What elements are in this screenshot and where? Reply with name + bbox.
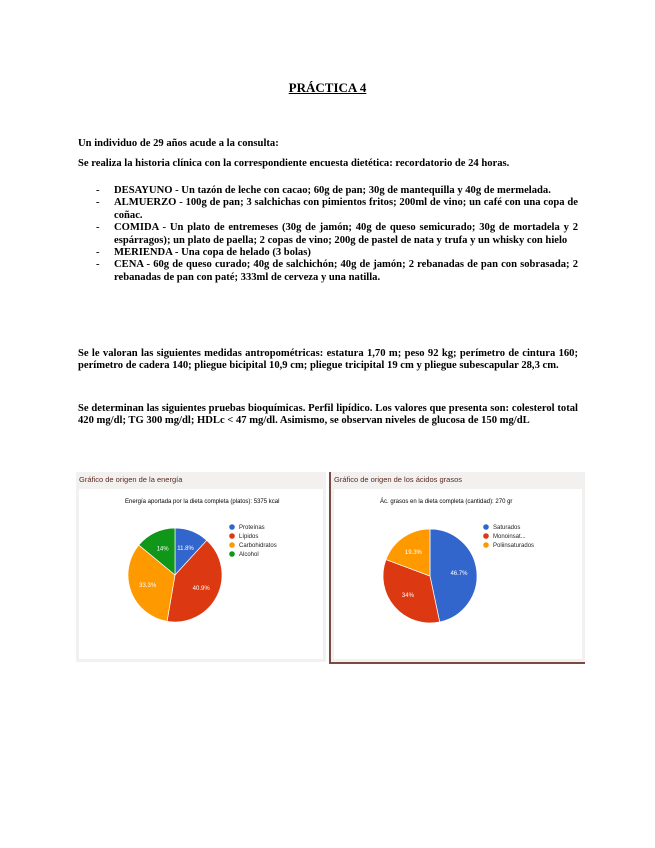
slice-label: 40.9%: [193, 586, 211, 592]
meal-text: MERIENDA - Una copa de helado (3 bolas): [114, 247, 311, 259]
slice-label: 11.8%: [177, 546, 194, 552]
legend-label: Poliinsaturados: [493, 543, 534, 549]
anthropometry-text: Se le valoran las siguientes medidas ant…: [78, 348, 578, 372]
slice-label: 34%: [402, 593, 415, 599]
legend-marker: [483, 533, 489, 539]
fatty-acids-pie-chart: Ác. grasos en la dieta completa (cantida…: [380, 498, 534, 624]
meal-text: CENA - 60g de queso curado; 40g de salch…: [114, 259, 578, 283]
legend-marker: [229, 524, 235, 530]
legend-label: Carbohidratos: [239, 543, 277, 549]
meal-item: - DESAYUNO - Un tazón de leche con cacao;…: [96, 185, 551, 196]
legend-marker: [229, 551, 235, 557]
pie-slice[interactable]: [166, 539, 223, 623]
meal-list: - DESAYUNO - Un tazón de leche con cacao;…: [78, 185, 578, 284]
legend-label: Monoinsat...: [493, 534, 526, 540]
meal-text: COMIDA - Un plato de entremeses (30g de …: [114, 222, 578, 246]
chart-title: Energía aportada por la dieta completa (…: [125, 499, 279, 505]
legend-label: Proteínas: [239, 525, 265, 531]
pie-slice[interactable]: [127, 544, 176, 622]
legend-marker: [483, 524, 489, 530]
legend-label: Lípidos: [239, 534, 258, 540]
slice-label: 14%: [157, 547, 170, 553]
chart-panel-title: Gráfico de origen de los ácidos grasos: [334, 475, 462, 484]
meal-text: DESAYUNO - Un tazón de leche con cacao; …: [114, 185, 551, 196]
meal-item: - MERIENDA - Una copa de helado (3 bolas): [96, 247, 311, 259]
pie-slice[interactable]: [429, 528, 478, 623]
chart-title: Ác. grasos en la dieta completa (cantida…: [380, 498, 512, 505]
slice-label: 33.3%: [139, 583, 157, 589]
fatty-acids-chart-panel: Gráfico de origen de los ácidos grasos Á…: [329, 472, 585, 664]
meal-text: ALMUERZO - 100g de pan; 3 salchichas con…: [114, 197, 578, 221]
legend-marker: [483, 542, 489, 548]
legend-marker: [229, 542, 235, 548]
chart-panel-title: Gráfico de origen de la energía: [79, 475, 183, 484]
history-text: Se realiza la historia clínica con la co…: [78, 158, 510, 169]
slice-label: 19.3%: [405, 550, 423, 556]
pie-slice[interactable]: [385, 528, 431, 577]
energy-pie-chart: Energía aportada por la dieta completa (…: [125, 499, 279, 623]
legend-label: Saturados: [493, 525, 520, 531]
meal-item: - ALMUERZO - 100g de pan; 3 salchichas co…: [96, 197, 578, 221]
intro-text: Un individuo de 29 años acude a la consu…: [78, 138, 279, 149]
legend-marker: [229, 533, 235, 539]
slice-label: 46.7%: [450, 571, 468, 577]
meal-item: - CENA - 60g de queso curado; 40g de salc…: [96, 259, 578, 283]
pie-slice[interactable]: [382, 559, 441, 624]
meal-item: - COMIDA - Un plato de entremeses (30g de…: [96, 222, 578, 246]
page-title: PRÁCTICA 4: [288, 80, 367, 95]
legend-label: Alcohol: [239, 552, 259, 558]
pie-slice[interactable]: [138, 527, 176, 576]
energy-chart-panel: Gráfico de origen de la energía Energía …: [76, 472, 326, 662]
biochem-text: Se determinan las siguientes pruebas bio…: [78, 403, 578, 427]
